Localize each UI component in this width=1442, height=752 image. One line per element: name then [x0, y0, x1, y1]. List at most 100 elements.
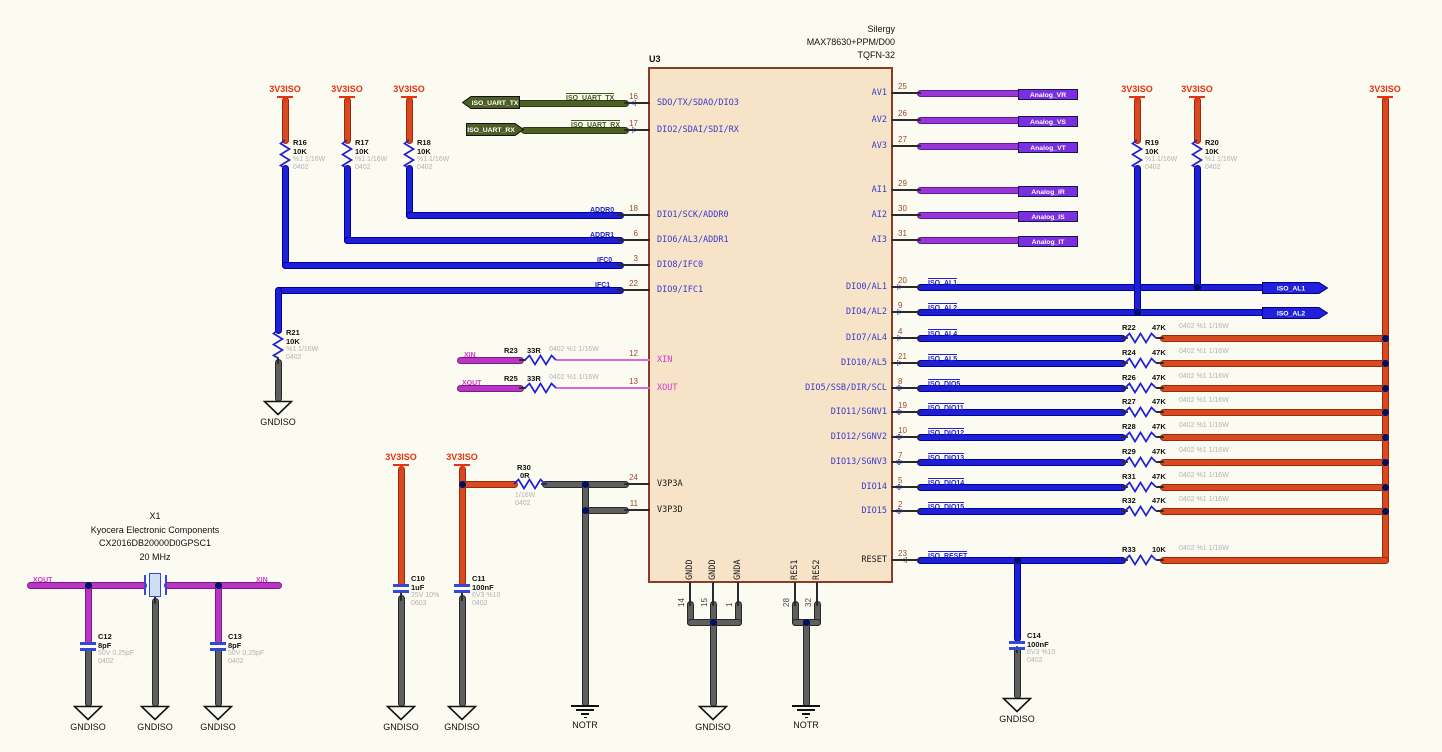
port-analog_vt[interactable]: Analog_VT	[1018, 140, 1078, 153]
net-label-addr0[interactable]: ADDR0	[590, 207, 615, 214]
net-label-iso_dio15[interactable]: ISO_DIO15	[928, 502, 965, 511]
capacitor-C11[interactable]	[454, 584, 470, 587]
resistor-R23[interactable]	[524, 353, 558, 372]
notr-symbol[interactable]	[571, 705, 599, 707]
port-iso_uart_tx[interactable]: ISO_UART_TX	[461, 96, 520, 109]
capacitor-C14[interactable]	[1009, 641, 1025, 644]
resistor-R31[interactable]	[1124, 480, 1158, 499]
wire	[624, 129, 650, 131]
power-flag-3v3iso[interactable]: 3V3ISO	[1369, 84, 1401, 94]
gndiso-symbol[interactable]	[72, 705, 104, 721]
power-flag-3v3iso[interactable]: 3V3ISO	[269, 84, 301, 94]
net-label-iso_dio14[interactable]: ISO_DIO14	[928, 478, 965, 487]
net-label-xin[interactable]: XIN	[464, 352, 476, 359]
gndiso-symbol[interactable]	[202, 705, 234, 721]
gndiso-symbol[interactable]	[446, 705, 478, 721]
wire	[556, 359, 650, 361]
net-label-iso_uart_tx[interactable]: ISO_UART_TX	[566, 93, 615, 102]
notr-symbol[interactable]	[797, 709, 815, 711]
port-analog_vs[interactable]: Analog_VS	[1018, 114, 1078, 127]
capacitor-C10[interactable]	[393, 584, 409, 587]
resistor-R18[interactable]	[402, 139, 416, 174]
crystal-body[interactable]	[149, 573, 161, 597]
resistor-R29[interactable]	[1124, 455, 1158, 474]
net-label-iso_al2[interactable]: ISO_AL2	[928, 303, 958, 312]
ic-body[interactable]	[648, 67, 893, 583]
port-analog_ir[interactable]: Analog_IR	[1018, 184, 1078, 197]
notr-symbol[interactable]	[581, 713, 589, 715]
port-analog_is[interactable]: Analog_IS	[1018, 209, 1078, 222]
power-flag-3v3iso[interactable]: 3V3ISO	[1121, 84, 1153, 94]
capacitor-value: 100nF	[1027, 640, 1049, 649]
net-label-ifc0[interactable]: IFC0	[597, 257, 613, 264]
pin-name: GNDD	[685, 559, 695, 580]
resistor-specs: 0402 %1 1/16W	[549, 374, 599, 381]
resistor-R32[interactable]	[1124, 504, 1158, 523]
resistor-R17[interactable]	[340, 139, 354, 174]
notr-symbol[interactable]	[802, 713, 810, 715]
net-label-iso_al1[interactable]: ISO_AL1	[928, 278, 958, 287]
resistor-R19[interactable]	[1130, 139, 1144, 174]
notr-symbol[interactable]	[804, 716, 808, 719]
net-label-xout[interactable]: XOUT	[33, 577, 53, 584]
resistor-R16[interactable]	[278, 139, 292, 174]
resistor-R21[interactable]	[271, 329, 285, 364]
wire	[891, 92, 921, 94]
notr-label: NOTR	[793, 720, 819, 730]
capacitor-C13[interactable]	[210, 642, 226, 645]
net-label-xout[interactable]: XOUT	[462, 380, 482, 387]
power-flag-3v3iso[interactable]: 3V3ISO	[331, 84, 363, 94]
power-flag-3v3iso[interactable]: 3V3ISO	[446, 452, 478, 462]
resistor-R27[interactable]	[1124, 405, 1158, 424]
resistor-R26[interactable]	[1124, 381, 1158, 400]
resistor-R28[interactable]	[1124, 430, 1158, 449]
net-label-iso_dio11[interactable]: ISO_DIO11	[928, 403, 964, 412]
port-analog_vr[interactable]: Analog_VR	[1018, 87, 1078, 100]
net-label-iso_dio5[interactable]: ISO_DIO5	[928, 379, 961, 388]
net-label-iso_dio13[interactable]: ISO_DIO13	[928, 453, 965, 462]
resistor-R30[interactable]	[513, 477, 547, 496]
pin-name: AV1	[871, 88, 887, 98]
gndiso-symbol[interactable]	[697, 705, 729, 721]
gndiso-label: GNDISO	[137, 722, 173, 732]
gndiso-symbol[interactable]	[139, 705, 171, 721]
power-flag-3v3iso[interactable]: 3V3ISO	[1181, 84, 1213, 94]
resistor-R20[interactable]	[1190, 139, 1204, 174]
notr-symbol[interactable]	[792, 705, 820, 707]
capacitor-value: 1uF	[411, 583, 425, 592]
resistor-size: 0402	[355, 164, 371, 171]
wire	[151, 597, 159, 707]
net-label-iso_al5[interactable]: ISO_AL5	[928, 354, 958, 363]
wire	[154, 596, 156, 604]
power-flag-3v3iso[interactable]: 3V3ISO	[393, 84, 425, 94]
resistor-R25[interactable]	[524, 381, 558, 400]
gndiso-symbol[interactable]	[1001, 697, 1033, 713]
capacitor-size: 0402	[228, 658, 244, 665]
net-label-xin[interactable]: XIN	[256, 577, 268, 584]
net-label-iso_uart_rx[interactable]: ISO_UART_RX	[571, 120, 621, 129]
capacitor-C12[interactable]	[80, 642, 96, 645]
net-label-ifc1[interactable]: IFC1	[595, 282, 611, 289]
port-iso_al2[interactable]: ISO_AL2	[1262, 306, 1329, 319]
resistor-R33[interactable]	[1124, 553, 1158, 572]
gndiso-symbol[interactable]	[385, 705, 417, 721]
resistor-R22[interactable]	[1124, 331, 1158, 350]
port-iso_al1[interactable]: ISO_AL1	[1262, 281, 1329, 294]
net-label-addr1[interactable]: ADDR1	[590, 232, 615, 239]
net-label-iso_reset[interactable]: ISO_RESET	[928, 551, 968, 560]
capacitor-value: 8pF	[98, 641, 112, 650]
net-label-iso_dio12[interactable]: ISO_DIO12	[928, 428, 965, 437]
pin-number: 21	[898, 352, 907, 361]
notr-symbol[interactable]	[583, 716, 587, 719]
resistor-value: 10K	[1205, 147, 1219, 156]
power-flag-3v3iso[interactable]: 3V3ISO	[385, 452, 417, 462]
port-analog_it[interactable]: Analog_IT	[1018, 234, 1078, 247]
net-label-iso_al4[interactable]: ISO_AL4	[928, 329, 958, 338]
notr-symbol[interactable]	[576, 709, 594, 711]
gndiso-symbol[interactable]	[262, 400, 294, 416]
resistor-ref: R33	[1122, 545, 1136, 554]
resistor-R24[interactable]	[1124, 356, 1158, 375]
capacitor-ref: C13	[228, 632, 242, 641]
wire	[343, 96, 351, 144]
port-iso_uart_rx[interactable]: ISO_UART_RX	[466, 123, 525, 136]
